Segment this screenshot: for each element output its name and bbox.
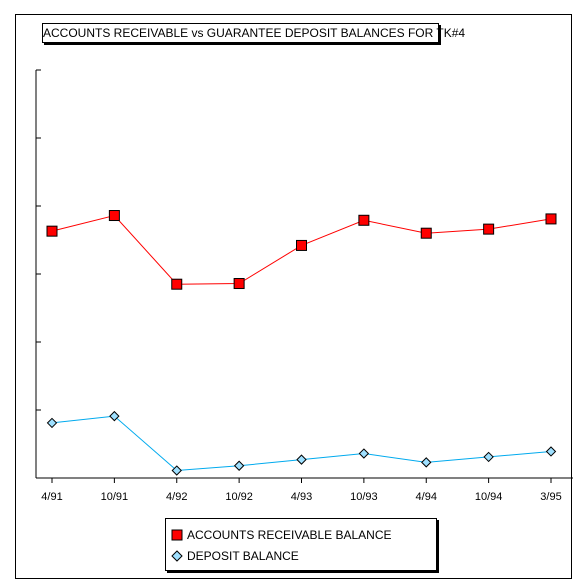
accounts-receivable-point — [171, 278, 183, 290]
x-tick-label: 10/92 — [225, 491, 253, 503]
legend-item-accounts-receivable: ACCOUNTS RECEIVABLE BALANCE — [170, 527, 392, 543]
chart-frame — [15, 14, 572, 579]
deposit-balance-point — [46, 417, 58, 429]
deposit-balance-point — [421, 457, 432, 468]
x-tick-label: 4/94 — [416, 491, 437, 503]
x-tick-label: 4/93 — [291, 491, 312, 503]
deposit-balance-point — [483, 451, 494, 463]
deposit-balance-point — [545, 446, 557, 457]
x-tick-label: 4/92 — [166, 491, 187, 503]
x-tick-label: 10/94 — [475, 491, 503, 503]
accounts-receivable-point — [46, 225, 58, 237]
blue-diamond-marker-icon — [171, 550, 183, 562]
x-tick-label: 10/91 — [101, 491, 129, 503]
accounts-receivable-point — [420, 227, 432, 239]
accounts-receivable-point — [545, 213, 557, 225]
legend-label: DEPOSIT BALANCE — [187, 549, 299, 563]
deposit-balance-point — [171, 465, 182, 476]
accounts-receivable-point — [483, 223, 495, 235]
deposit-balance-point — [296, 454, 307, 465]
x-tick-label: 3/95 — [540, 491, 561, 503]
legend: ACCOUNTS RECEIVABLE BALANCE DEPOSIT BALA… — [165, 518, 437, 571]
accounts-receivable-point — [233, 278, 245, 290]
deposit-balance-point — [233, 460, 245, 471]
legend-item-deposit-balance: DEPOSIT BALANCE — [170, 548, 299, 564]
accounts-receivable-point — [358, 214, 370, 226]
deposit-balance-point — [109, 410, 120, 422]
accounts-receivable-point — [108, 210, 120, 222]
red-square-marker-icon — [171, 529, 183, 541]
accounts-receivable-point — [296, 239, 307, 251]
legend-label: ACCOUNTS RECEIVABLE BALANCE — [187, 528, 392, 542]
x-tick-label: 4/91 — [41, 491, 62, 503]
deposit-balance-point — [358, 448, 370, 459]
x-tick-label: 10/93 — [350, 491, 378, 503]
chart-title: ACCOUNTS RECEIVABLE vs GUARANTEE DEPOSIT… — [42, 23, 465, 43]
